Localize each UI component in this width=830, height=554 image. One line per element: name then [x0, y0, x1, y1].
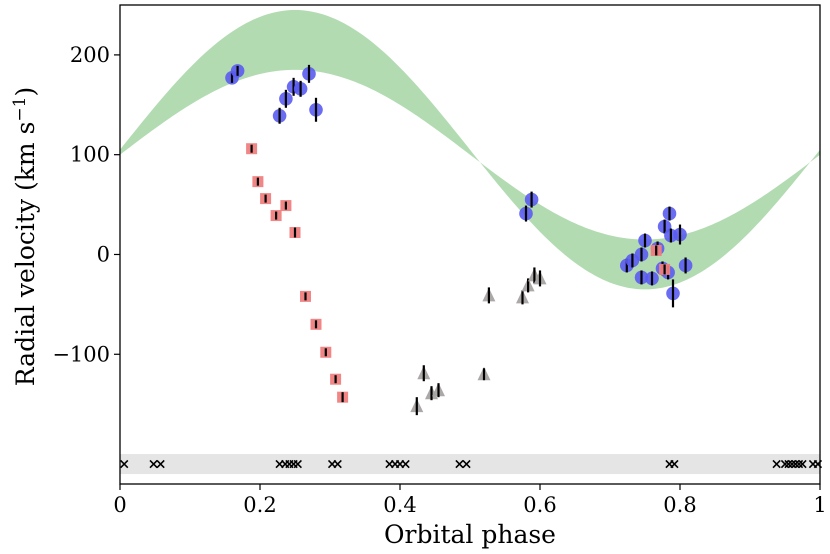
coverage-x-marker	[120, 459, 129, 469]
x-stroke	[794, 459, 804, 469]
coverage-x-marker	[670, 459, 679, 469]
x-stroke	[791, 459, 800, 469]
y-axis-label-base: Radial velocity (km s	[11, 122, 40, 387]
x-tick-label: 0	[113, 493, 126, 517]
x-stroke	[401, 459, 410, 469]
model-band	[120, 9, 820, 290]
x-axis-label: Orbital phase	[384, 520, 556, 549]
x-tick-label: 0.8	[663, 493, 696, 517]
coverage-x-marker	[462, 459, 471, 469]
plot-frame	[119, 4, 821, 485]
x-stroke	[149, 459, 158, 469]
x-stroke	[156, 459, 165, 469]
coverage-x-marker	[149, 459, 158, 469]
coverage-x-marker	[401, 459, 410, 469]
y-axis-label: Radial velocity (km s−1)	[10, 87, 40, 386]
coverage-x-marker	[455, 459, 464, 469]
x-stroke	[670, 459, 679, 469]
coverage-x-marker	[794, 459, 804, 469]
x-stroke	[333, 459, 342, 469]
axis-ticks-layer: 0 0.2 0.4 0.6 0.8 1 −100 0 100 200	[52, 43, 826, 517]
coverage-strip	[120, 454, 820, 475]
coverage-x-marker	[772, 459, 781, 469]
coverage-x-marker	[333, 459, 342, 469]
x-tick-label: 0.4	[383, 493, 416, 517]
coverage-x-marker	[791, 459, 800, 469]
x-tick-label: 0.6	[523, 493, 556, 517]
x-tick-label: 1	[813, 493, 826, 517]
data-points-layer	[225, 64, 693, 416]
coverage-x-marker	[784, 459, 793, 469]
coverage-x-marker	[293, 459, 302, 469]
y-tick-label: 200	[70, 43, 110, 67]
x-stroke	[462, 459, 471, 469]
x-stroke	[120, 459, 129, 469]
y-axis-label-superscript: −1	[10, 97, 30, 122]
y-tick-label: −100	[52, 342, 110, 366]
x-stroke	[784, 459, 793, 469]
y-tick-label: 100	[70, 143, 110, 167]
x-stroke	[293, 459, 302, 469]
coverage-x-marker	[780, 459, 790, 469]
model-band-layer	[120, 9, 820, 290]
x-stroke	[780, 459, 790, 469]
phase-coverage-strip-layer	[120, 454, 823, 475]
coverage-x-marker	[787, 459, 797, 469]
x-tick-label: 0.2	[243, 493, 276, 517]
y-tick-label: 0	[97, 242, 110, 266]
y-axis-label-close: )	[11, 87, 40, 97]
x-stroke	[455, 459, 464, 469]
coverage-x-marker	[156, 459, 165, 469]
coverage-x-marker	[798, 459, 807, 469]
x-stroke	[772, 459, 781, 469]
x-stroke	[787, 459, 797, 469]
x-stroke	[798, 459, 807, 469]
